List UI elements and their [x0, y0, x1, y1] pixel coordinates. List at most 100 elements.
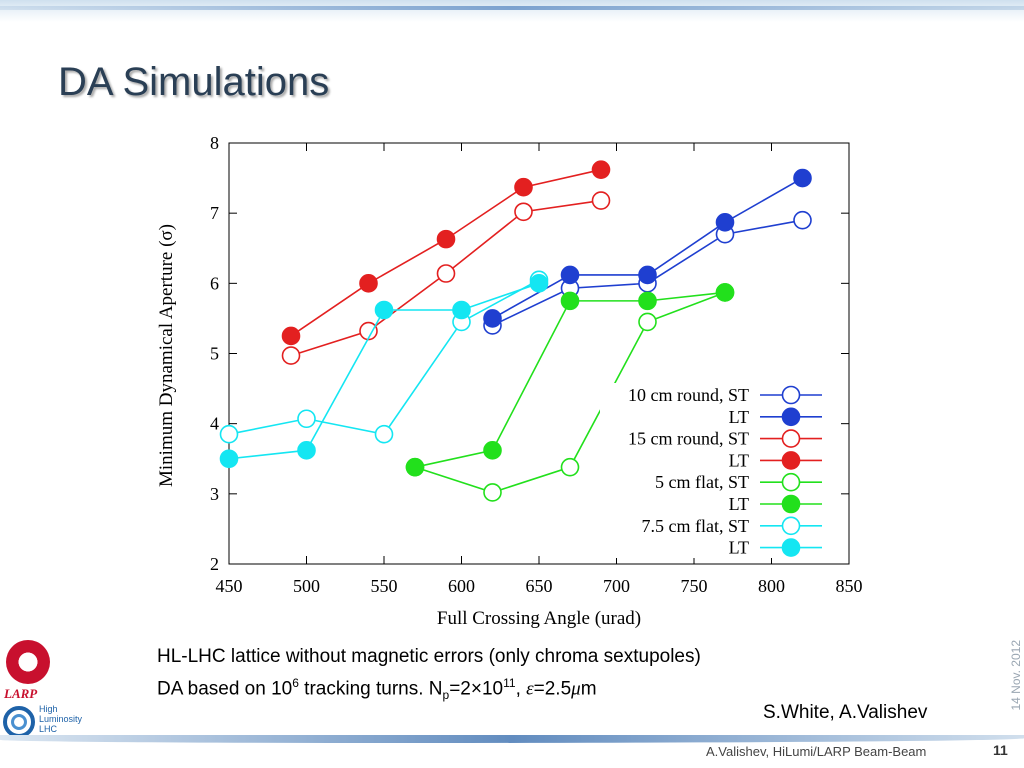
- data-point: [793, 168, 812, 188]
- data-point: [359, 274, 378, 293]
- bottom-decoration-band: [0, 735, 1024, 768]
- cern-logo-icon: [6, 640, 50, 684]
- caption-text-a: DA based on 10: [157, 678, 293, 700]
- legend-label: LT: [729, 450, 749, 470]
- legend-marker: [781, 385, 801, 405]
- legend-marker: [781, 538, 801, 557]
- data-point: [591, 191, 611, 210]
- larp-logo: LARP: [4, 686, 38, 701]
- caption-text-f: m: [580, 678, 597, 700]
- y-tick-label: 3: [210, 484, 219, 504]
- hilumi-word-luminosity: Luminosity: [39, 714, 83, 724]
- data-point: [591, 160, 611, 179]
- data-point: [638, 265, 657, 285]
- legend-marker: [781, 516, 801, 536]
- legend-label: 10 cm round, ST: [628, 385, 749, 405]
- x-tick-label: 750: [681, 576, 708, 596]
- hilumi-inner-ring-icon: [11, 714, 27, 730]
- hilumi-word-lhc: LHC: [39, 724, 58, 734]
- y-tick-label: 6: [210, 273, 219, 293]
- caption-mu: μ: [571, 678, 581, 700]
- legend-label: 15 cm round, ST: [628, 429, 749, 449]
- x-tick-label: 500: [293, 576, 320, 596]
- caption-line-2: DA based on 106 tracking turns. Np=2×101…: [157, 670, 701, 708]
- y-tick-label: 4: [210, 414, 219, 434]
- data-point: [483, 309, 502, 328]
- series-2: [281, 191, 611, 365]
- data-point: [281, 346, 301, 365]
- data-point: [560, 265, 580, 285]
- legend-label: LT: [729, 494, 749, 514]
- legend-label: LT: [729, 538, 749, 558]
- y-tick-label: 7: [210, 203, 219, 223]
- data-point: [219, 424, 239, 444]
- data-point: [436, 229, 456, 249]
- legend-label: 7.5 cm flat, ST: [642, 516, 749, 536]
- top-decoration-stripe: [0, 6, 1024, 10]
- da-chart: 450 500 550 600 650 700 750 800 850 2 3 4 5 6 7 8 Full C…: [156, 133, 863, 629]
- caption-sub-p: p: [442, 688, 450, 703]
- data-point: [436, 264, 456, 283]
- slide-date-text: 14 Nov. 2012: [1009, 640, 1023, 711]
- x-tick-label: 800: [758, 576, 785, 596]
- data-point: [560, 457, 580, 477]
- legend-marker: [781, 429, 801, 448]
- legend-box: [600, 383, 840, 558]
- hilumi-word-high: High: [39, 704, 58, 714]
- footer-text: A.Valishev, HiLumi/LARP Beam-Beam: [706, 744, 927, 759]
- y-axis-label: Minimum Dynamical Aperture (σ): [156, 224, 177, 487]
- y-tick-label: 2: [210, 554, 219, 574]
- legend-label: LT: [729, 407, 749, 427]
- data-point: [483, 441, 502, 460]
- series-line: [290, 168, 602, 337]
- x-tick-label: 600: [448, 576, 475, 596]
- caption-sup-11: 11: [503, 676, 516, 690]
- authors-text: S.White, A.Valishev: [763, 702, 928, 723]
- data-point: [638, 291, 657, 311]
- data-point: [715, 283, 735, 302]
- slide-title: DA Simulations: [58, 60, 330, 104]
- caption-epsilon: ε: [526, 678, 534, 700]
- x-tick-label: 700: [603, 576, 630, 596]
- caption-line-1: HL-LHC lattice without magnetic errors (…: [157, 646, 701, 667]
- data-point: [452, 300, 471, 320]
- data-point: [374, 300, 394, 320]
- caption-sup-turns: 6: [292, 676, 299, 690]
- x-tick-label: 550: [371, 576, 398, 596]
- y-tick-label: 8: [210, 133, 219, 153]
- legend-label: 5 cm flat, ST: [655, 472, 749, 492]
- data-point: [281, 326, 301, 346]
- data-point: [560, 291, 580, 311]
- caption-text-b: tracking turns. N: [298, 678, 443, 700]
- data-point: [483, 483, 502, 502]
- legend-marker: [781, 494, 801, 514]
- hilumi-logo-text: High Luminosity LHC: [39, 704, 82, 734]
- top-decoration-band: [0, 0, 1024, 22]
- data-point: [297, 441, 316, 460]
- data-point: [374, 424, 394, 444]
- slide-date: 14 Nov. 2012: [1009, 640, 1023, 711]
- bottom-decoration-wave: [0, 735, 1024, 743]
- legend-marker: [781, 472, 801, 492]
- data-point: [514, 202, 533, 222]
- legend-marker: [781, 407, 801, 427]
- x-axis-label: Full Crossing Angle (urad): [437, 608, 641, 629]
- data-point: [514, 177, 533, 197]
- data-point: [715, 212, 735, 232]
- data-point: [529, 274, 549, 293]
- x-tick-label: 450: [216, 576, 243, 596]
- caption-text-e: =2.5: [533, 678, 572, 700]
- data-point: [405, 457, 425, 477]
- x-tick-label: 650: [526, 576, 553, 596]
- series-7: [219, 274, 549, 469]
- legend-marker: [781, 451, 801, 470]
- series-5: [405, 283, 735, 477]
- data-point: [793, 210, 812, 230]
- data-point: [219, 449, 239, 469]
- y-tick-label: 5: [210, 344, 219, 364]
- x-tick-label: 850: [836, 576, 863, 596]
- data-point: [638, 312, 657, 332]
- page-number: 11: [993, 742, 1008, 758]
- slide-caption: HL-LHC lattice without magnetic errors (…: [157, 644, 701, 708]
- data-point: [297, 409, 316, 429]
